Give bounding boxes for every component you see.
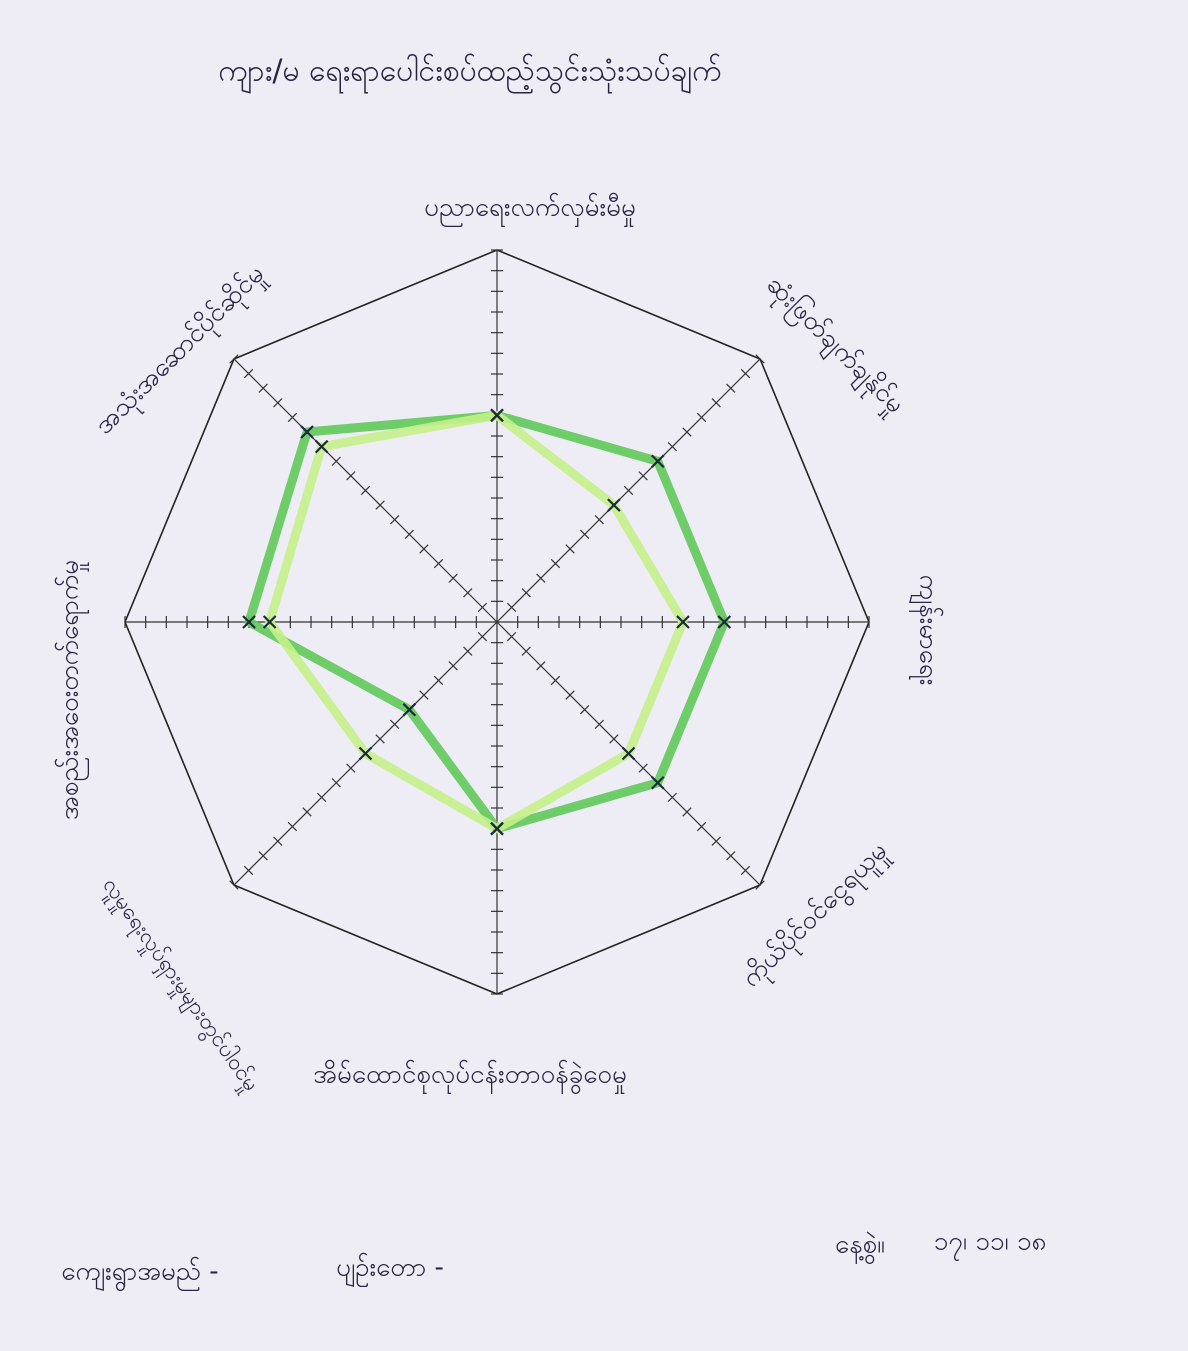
village-label: ကျေးရွာအမည် - [61,1256,218,1292]
axis-label: ပညာရေးလက်လှမ်းမီမှု [424,192,636,228]
chart-title: ကျား/မ ရေးရာပေါင်းစပ်ထည့်သွင်းသုံးသပ်ချက… [218,53,721,95]
date: ၁၇၊ ၁၁၊ ၁၈ [934,1227,1047,1262]
date-label: နေ့စွဲ။ [835,1230,885,1265]
axis-label: ကျန်းမာရေး [909,575,945,686]
axis-label: အစည်းအဝေးတက်ရောက်မှု [54,560,90,820]
chart: ကျား/မ ရေးရာပေါင်းစပ်ထည့်သွင်းသုံးသပ်ချက… [0,0,1188,1351]
village-name: ပျဉ်းတော - [336,1252,444,1288]
axis-label: အိမ်ထောင်စုလုပ်ငန်းတာဝန်ခွဲဝေမှု [313,1059,627,1095]
